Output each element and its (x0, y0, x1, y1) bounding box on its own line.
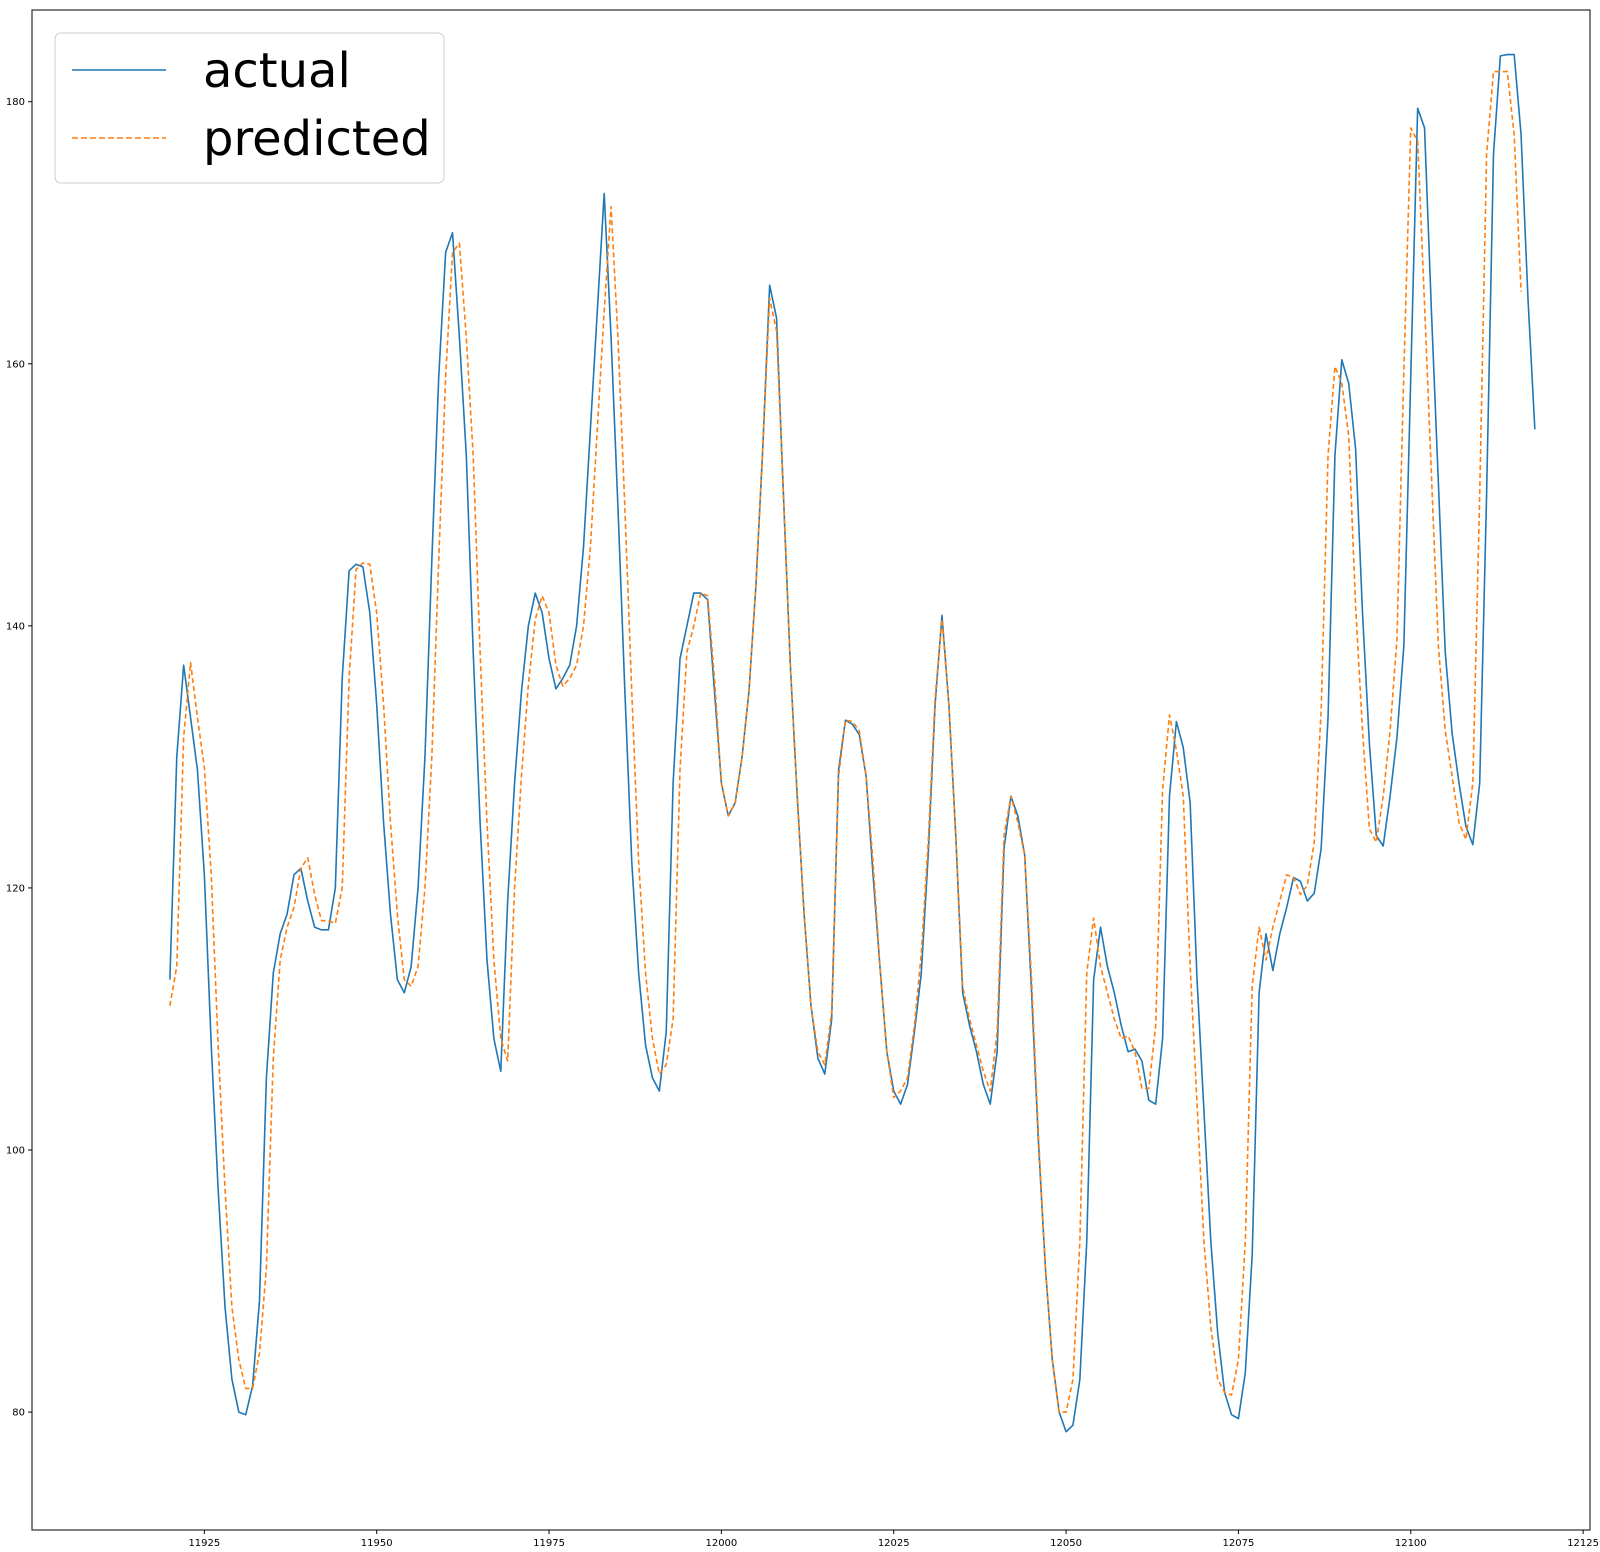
y-tick-label: 120 (6, 883, 25, 894)
plot-frame (31, 9, 1591, 1531)
series-line-predicted (169, 70, 1522, 1413)
x-tick-label: 12000 (705, 1538, 737, 1549)
legend-label-actual: actual (203, 43, 351, 99)
series-line-actual (169, 53, 1536, 1433)
x-tick-label: 11925 (188, 1538, 220, 1549)
y-tick-label: 180 (6, 97, 25, 108)
x-tick-label: 12075 (1223, 1538, 1255, 1549)
legend-label-predicted: predicted (203, 111, 431, 167)
x-tick-label: 11950 (361, 1538, 393, 1549)
x-tick-label: 12050 (1050, 1538, 1082, 1549)
axis-layer: 11925 11950 11975 12000 12025 12050 12075 12100… (6, 97, 1599, 1549)
y-tick-label: 80 (12, 1408, 25, 1419)
y-tick-label: 160 (6, 359, 25, 370)
legend: actual predicted (54, 32, 445, 184)
y-tick-label: 140 (6, 621, 25, 632)
plot-background (32, 10, 1590, 1530)
y-tick-label: 100 (6, 1146, 25, 1157)
x-tick-label: 11975 (533, 1538, 565, 1549)
x-tick-label: 12100 (1395, 1538, 1427, 1549)
series-layer (169, 53, 1536, 1433)
x-tick-label: 12125 (1567, 1538, 1599, 1549)
x-tick-label: 12025 (878, 1538, 910, 1549)
